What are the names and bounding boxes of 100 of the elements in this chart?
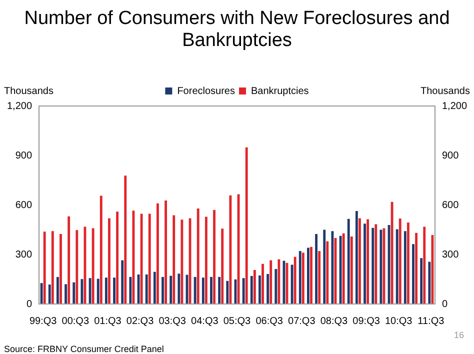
x-tick-label: 02:Q3 (126, 316, 154, 327)
y2-tick-label: 1,200 (442, 100, 468, 112)
bar (318, 251, 321, 304)
bar (374, 224, 378, 304)
bar (124, 176, 127, 304)
y-tick-label: 300 (15, 249, 32, 260)
y2-tick-label: 900 (442, 150, 460, 162)
bar (100, 196, 102, 304)
bar (80, 279, 84, 304)
bar (420, 258, 423, 304)
bar (40, 283, 43, 304)
bar (68, 216, 70, 304)
bar (323, 230, 326, 304)
x-tick-label: 10:Q3 (384, 316, 413, 327)
bar (60, 234, 62, 304)
bar (153, 272, 156, 304)
bar (290, 264, 294, 304)
bar (156, 203, 159, 304)
x-tick-label: 08:Q3 (320, 316, 348, 327)
bar (310, 246, 312, 304)
bar (104, 278, 108, 304)
bar (116, 212, 119, 304)
text: 16 (454, 330, 464, 341)
bar (315, 234, 318, 304)
bar (350, 236, 353, 304)
bar (226, 280, 229, 304)
bar (258, 275, 261, 304)
bar (48, 284, 51, 304)
bar (396, 229, 398, 304)
bar (64, 284, 68, 304)
y-tick-label: 900 (15, 150, 32, 162)
bar (298, 251, 302, 304)
x-tick-label: 01:Q3 (94, 316, 122, 327)
bar (398, 218, 402, 304)
bar (372, 228, 374, 304)
bar (342, 233, 345, 304)
bar (145, 274, 148, 304)
bar (194, 276, 196, 304)
y2-tick-label: 300 (442, 249, 460, 260)
bar (294, 256, 296, 304)
bar (204, 216, 208, 304)
bar (210, 276, 212, 304)
y-tick-label: 1,200 (6, 100, 32, 112)
bar (331, 231, 334, 304)
bar (43, 232, 46, 304)
bar (140, 214, 143, 304)
legend-label: Bankruptcies (250, 86, 309, 97)
x-tick-label: 00:Q3 (62, 316, 90, 327)
y2-axis-title: Thousands (420, 86, 470, 97)
bar (366, 219, 370, 304)
bar (162, 276, 164, 304)
bar (202, 278, 204, 304)
bar (180, 220, 184, 304)
bar (148, 214, 151, 304)
x-tick-label: 11:Q3 (418, 316, 445, 327)
chart-title: Number of Consumers with New Foreclosures and Bankruptcies (23, 8, 451, 52)
x-tick-label: 05:Q3 (223, 316, 252, 327)
x-tick-label: 99:Q3 (29, 316, 58, 327)
bar (355, 210, 358, 304)
bar (428, 262, 431, 304)
y2-tick-label: 0 (442, 298, 448, 310)
bar (347, 218, 350, 304)
bar (242, 278, 245, 304)
bar (172, 215, 176, 304)
bar (266, 274, 270, 304)
bar (412, 244, 414, 304)
bar (92, 228, 94, 304)
bar (96, 278, 100, 304)
bar (250, 276, 253, 304)
bar (76, 230, 78, 304)
bar (423, 226, 426, 304)
x-tick-label: 09:Q3 (352, 316, 380, 327)
bar (380, 230, 382, 304)
y2-tick-label: 600 (442, 200, 460, 211)
bar (431, 235, 434, 304)
bar (51, 231, 54, 304)
bar (302, 252, 304, 304)
bar (218, 276, 221, 304)
bar (270, 260, 272, 304)
bar (170, 276, 172, 304)
x-tick-label: 06:Q3 (256, 316, 284, 327)
bar (72, 282, 76, 304)
bar (262, 264, 264, 304)
bar (56, 276, 59, 304)
bar (390, 202, 394, 304)
bar (129, 276, 132, 304)
bar (113, 278, 116, 304)
bar (245, 147, 248, 304)
y-tick-label: 600 (15, 200, 32, 211)
bar (358, 218, 361, 304)
x-tick-label: 04:Q3 (191, 316, 219, 327)
bar (108, 218, 110, 304)
bar (415, 232, 418, 304)
bar (364, 224, 366, 304)
bar (278, 259, 280, 304)
bar (307, 248, 310, 304)
y-axis-title: Thousands (4, 86, 54, 97)
bar (404, 231, 406, 304)
x-tick-label: 07:Q3 (288, 316, 316, 327)
source-note: Source: FRBNY Consumer Credit Panel (4, 344, 164, 354)
